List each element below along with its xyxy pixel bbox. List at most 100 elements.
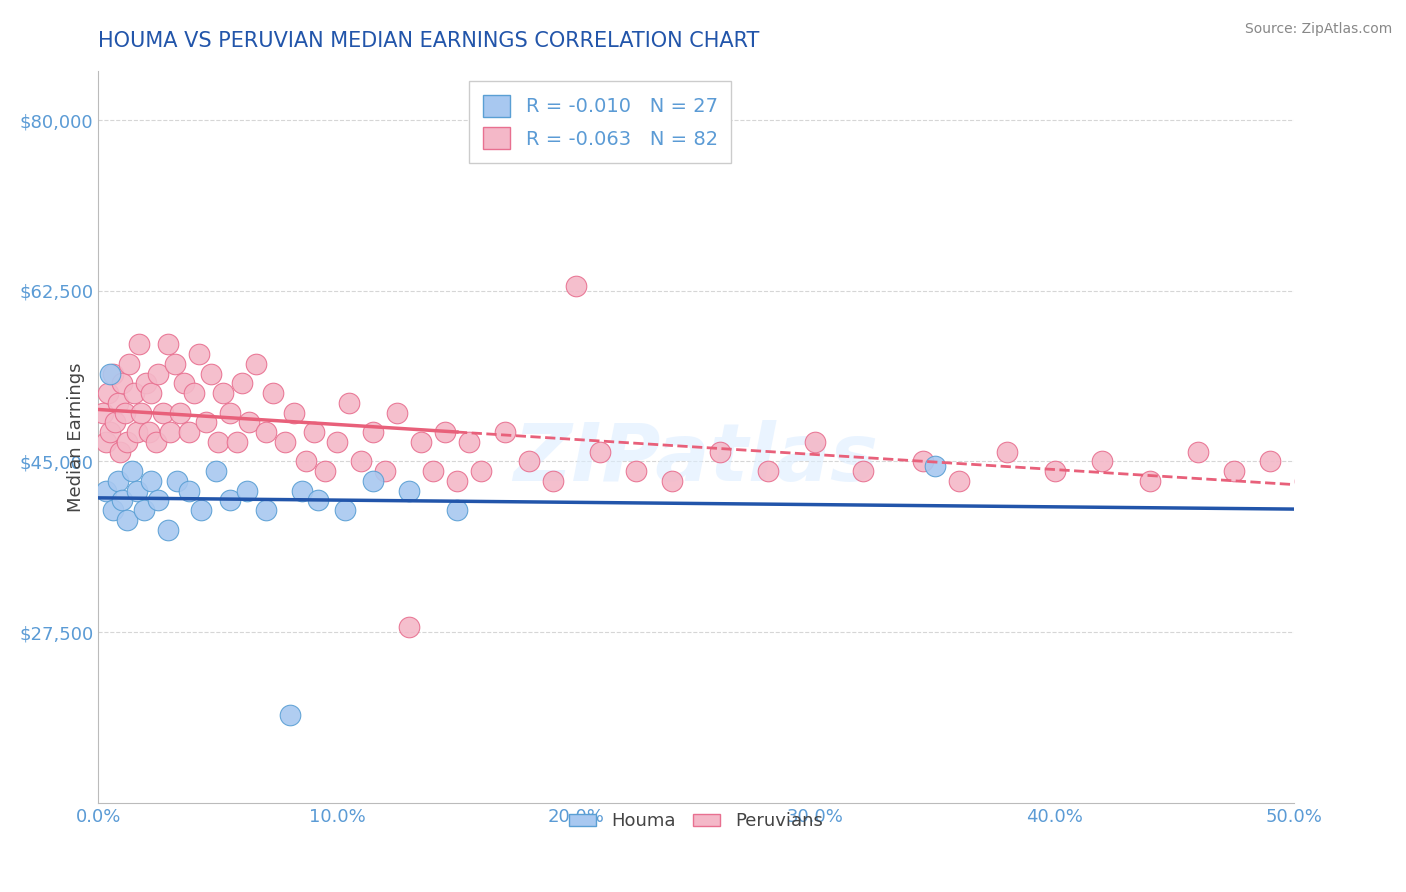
Text: ZIPatlas: ZIPatlas <box>513 420 879 498</box>
Point <box>128 337 150 351</box>
Point <box>422 464 444 478</box>
Legend: Houma, Peruvians: Houma, Peruvians <box>562 805 830 838</box>
Point <box>295 454 318 468</box>
Point <box>226 434 249 449</box>
Point <box>200 367 222 381</box>
Point <box>97 386 120 401</box>
Point <box>124 386 146 401</box>
Point <box>948 474 970 488</box>
Point <box>125 483 148 498</box>
Point <box>108 444 131 458</box>
Point <box>1258 454 1281 468</box>
Point <box>804 434 827 449</box>
Point <box>350 454 373 468</box>
Point <box>565 279 588 293</box>
Point <box>852 464 875 478</box>
Point <box>458 434 481 449</box>
Point <box>363 425 385 440</box>
Point <box>374 464 396 478</box>
Point <box>179 425 201 440</box>
Point <box>470 464 492 478</box>
Point <box>115 434 138 449</box>
Point <box>156 337 179 351</box>
Point <box>152 406 174 420</box>
Point <box>114 406 136 420</box>
Point <box>1091 454 1114 468</box>
Point <box>115 513 138 527</box>
Point <box>589 444 612 458</box>
Point <box>169 406 191 420</box>
Point <box>398 483 420 498</box>
Point <box>1139 474 1161 488</box>
Point <box>494 425 516 440</box>
Point <box>238 416 260 430</box>
Point <box>148 493 170 508</box>
Point <box>101 367 124 381</box>
Point <box>107 396 129 410</box>
Point <box>219 406 242 420</box>
Point <box>995 444 1018 458</box>
Point <box>254 425 277 440</box>
Point <box>139 474 162 488</box>
Point <box>262 386 284 401</box>
Point <box>756 464 779 478</box>
Point <box>219 493 242 508</box>
Point <box>385 406 409 420</box>
Point <box>254 503 277 517</box>
Point <box>98 425 122 440</box>
Point <box>333 503 356 517</box>
Point <box>517 454 540 468</box>
Point <box>94 434 117 449</box>
Point <box>1330 464 1353 478</box>
Point <box>1187 444 1209 458</box>
Point <box>231 376 253 391</box>
Point <box>145 434 167 449</box>
Point <box>204 464 226 478</box>
Point <box>104 416 127 430</box>
Point <box>138 425 160 440</box>
Point <box>291 483 314 498</box>
Point <box>235 483 257 498</box>
Point <box>195 416 218 430</box>
Point <box>139 386 162 401</box>
Point <box>278 708 301 723</box>
Point <box>1223 464 1246 478</box>
Point <box>1043 464 1066 478</box>
Point <box>411 434 433 449</box>
Point <box>283 406 305 420</box>
Text: HOUMA VS PERUVIAN MEDIAN EARNINGS CORRELATION CHART: HOUMA VS PERUVIAN MEDIAN EARNINGS CORREL… <box>98 31 759 51</box>
Point <box>446 503 468 517</box>
Point <box>626 464 648 478</box>
Point <box>446 474 468 488</box>
Point <box>661 474 683 488</box>
Point <box>1295 474 1317 488</box>
Point <box>315 464 337 478</box>
Point <box>274 434 297 449</box>
Point <box>190 503 212 517</box>
Point <box>118 357 141 371</box>
Point <box>166 474 188 488</box>
Point <box>912 454 935 468</box>
Point <box>148 367 170 381</box>
Point <box>94 483 117 498</box>
Point <box>111 376 134 391</box>
Point <box>179 483 201 498</box>
Point <box>121 464 143 478</box>
Point <box>211 386 233 401</box>
Point <box>302 425 325 440</box>
Point <box>131 406 153 420</box>
Point <box>132 503 155 517</box>
Point <box>107 474 129 488</box>
Point <box>245 357 267 371</box>
Point <box>111 493 134 508</box>
Point <box>339 396 361 410</box>
Point <box>924 459 946 474</box>
Point <box>163 357 186 371</box>
Point <box>135 376 157 391</box>
Text: Source: ZipAtlas.com: Source: ZipAtlas.com <box>1244 22 1392 37</box>
Point <box>207 434 229 449</box>
Point <box>101 503 124 517</box>
Point <box>173 376 195 391</box>
Point <box>398 620 420 634</box>
Point <box>98 367 122 381</box>
